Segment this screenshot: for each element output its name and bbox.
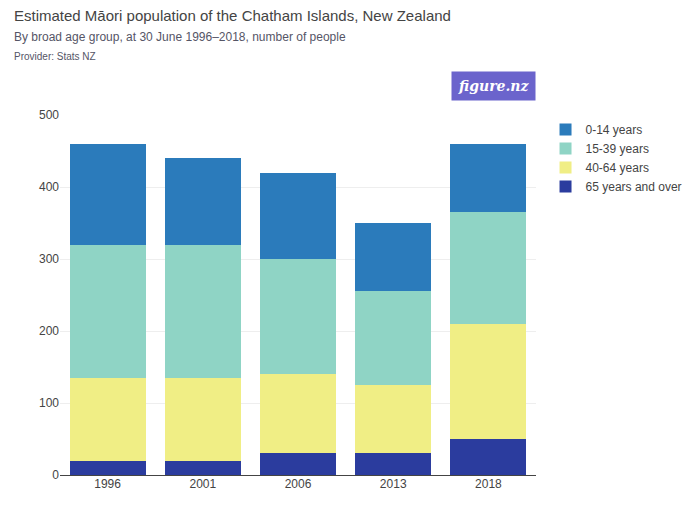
svg-text:Estimated Māori population of: Estimated Māori population of the Chatha… <box>14 7 451 62</box>
svg-text:100: 100 <box>39 396 59 410</box>
svg-text:0-14 years: 0-14 years <box>586 123 643 137</box>
svg-text:0: 0 <box>52 468 59 482</box>
svg-text:65 years and over: 65 years and over <box>586 180 682 194</box>
svg-text:figure.nz: figure.nz <box>458 78 529 94</box>
svg-text:15-39 years: 15-39 years <box>586 142 649 156</box>
svg-text:200: 200 <box>39 324 59 338</box>
svg-text:2013: 2013 <box>380 477 407 491</box>
svg-text:2018: 2018 <box>475 477 502 491</box>
svg-text:300: 300 <box>39 252 59 266</box>
svg-text:2006: 2006 <box>285 477 312 491</box>
svg-text:40-64 years: 40-64 years <box>586 161 649 175</box>
svg-text:2001: 2001 <box>189 477 216 491</box>
svg-text:500: 500 <box>39 108 59 122</box>
svg-text:400: 400 <box>39 180 59 194</box>
svg-text:1996: 1996 <box>94 477 121 491</box>
